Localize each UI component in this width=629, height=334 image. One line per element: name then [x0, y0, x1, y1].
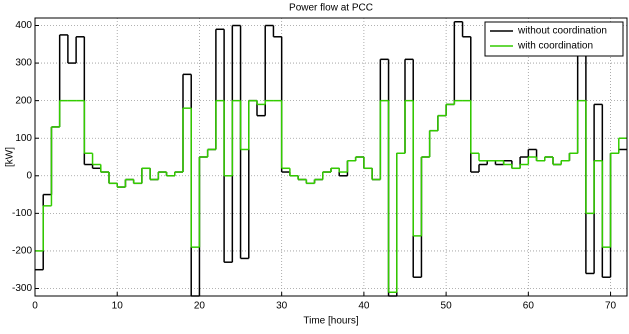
legend-label: without coordination: [517, 26, 607, 37]
series-line: [35, 99, 627, 293]
x-tick-label: 0: [32, 301, 38, 312]
y-axis-label: [kW]: [5, 147, 16, 167]
x-tick-label: 70: [605, 301, 617, 312]
legend-label: with coordination: [517, 41, 593, 52]
x-tick-label: 40: [358, 301, 370, 312]
y-tick-label: 100: [15, 133, 32, 144]
x-axis-label: Time [hours]: [303, 316, 358, 327]
x-tick-label: 10: [112, 301, 124, 312]
y-tick-label: -300: [12, 283, 32, 294]
x-tick-label: 20: [194, 301, 206, 312]
y-tick-label: -200: [12, 246, 32, 257]
y-tick-label: -100: [12, 208, 32, 219]
x-tick-label: 60: [523, 301, 535, 312]
y-tick-label: 300: [15, 58, 32, 69]
y-tick-label: 0: [26, 170, 32, 181]
plot-frame: [34, 17, 628, 297]
y-tick-label: 200: [15, 95, 32, 106]
x-tick-label: 30: [276, 301, 288, 312]
y-tick-label: 400: [15, 20, 32, 31]
legend-box: [484, 21, 624, 57]
plot-area: [35, 18, 627, 296]
chart-title: Power flow at PCC: [289, 3, 373, 14]
x-tick-label: 50: [441, 301, 453, 312]
